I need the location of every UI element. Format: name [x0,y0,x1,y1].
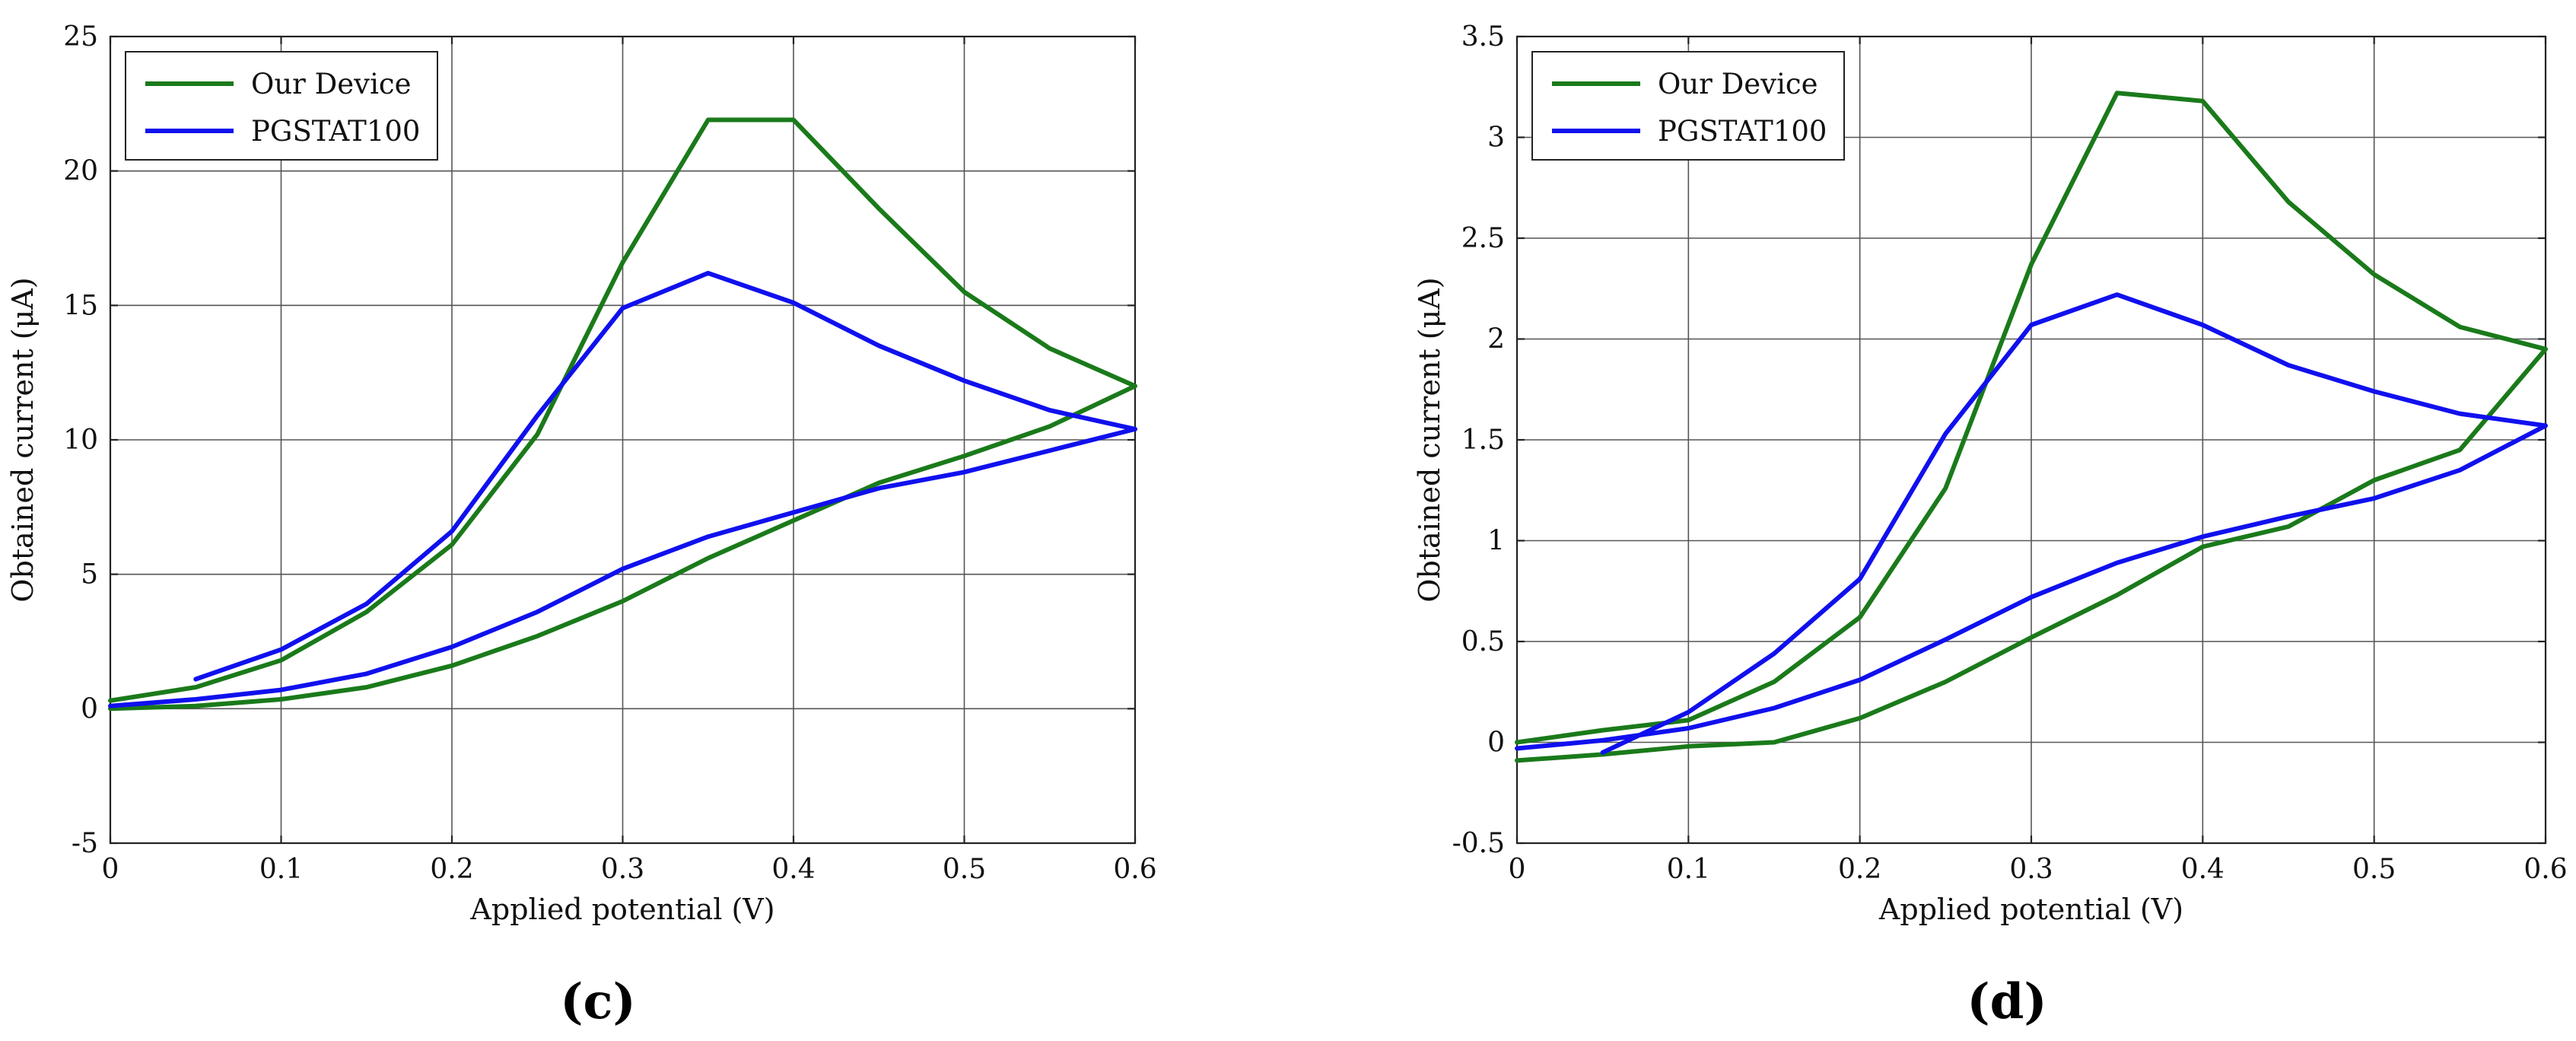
series-line-pgstat100-d [1515,292,2548,755]
series-d [1515,91,2548,763]
legend-label-our-device-c: Our Device [251,68,412,100]
y-tick-label: 0 [81,693,98,724]
grid-c [110,37,1135,843]
x-tick-labels-d: 0 0.1 0.2 0.3 0.4 0.5 0.6 [1509,854,2568,885]
y-tick-label: 3 [1487,123,1505,154]
series-line-pgstat100-c [108,270,1137,708]
panel-caption-c: (c) [560,973,636,1030]
legend-box-c [125,51,438,161]
y-tick-label: 25 [63,21,98,53]
y-tick-label: 0.5 [1461,626,1505,657]
y-tick-label: 3.5 [1461,21,1505,53]
y-tick-label: 0 [1487,727,1505,759]
x-tick-label: 0.4 [2181,854,2225,885]
x-tick-label: 0.1 [259,854,303,885]
legend-label-our-device-d: Our Device [1658,68,1818,100]
x-axis-label-c: Applied potential (V) [469,893,774,926]
x-tick-label: 0.6 [2524,854,2567,885]
x-tick-label: 0 [1509,854,1526,885]
x-tick-label: 0.1 [1667,854,1710,885]
x-tick-label: 0.3 [2009,854,2053,885]
series-c [108,117,1137,712]
x-tick-label: 0.3 [601,854,644,885]
legend-box-d [1531,51,1845,161]
ticks-d [1515,35,2547,845]
y-tick-label: 2 [1487,324,1505,355]
y-tick-label: 1 [1487,526,1505,557]
x-tick-label: 0.4 [771,854,815,885]
x-tick-label: 0.6 [1113,854,1156,885]
legend-label-pgstat100-c: PGSTAT100 [251,115,420,148]
y-tick-labels-c: -5 0 5 10 15 20 25 [63,21,98,859]
legend-c: Our Device PGSTAT100 [125,51,438,161]
grid-d [1517,37,2546,843]
x-tick-label: 0 [102,854,119,885]
y-tick-label: -0.5 [1452,828,1505,859]
y-axis-label-c: Obtained current (μA) [6,277,40,602]
x-tick-label: 0.5 [2352,854,2396,885]
x-tick-label: 0.5 [943,854,986,885]
y-tick-label: 5 [81,559,98,591]
series-line-our-device-d [1515,91,2548,763]
panel-caption-d: (d) [1967,973,2046,1030]
ticks-c [109,35,1137,845]
y-tick-label: 1.5 [1461,425,1505,456]
series-line-our-device-c [108,117,1137,712]
x-tick-labels-c: 0 0.1 0.2 0.3 0.4 0.5 0.6 [102,854,1157,885]
x-tick-label: 0.2 [1838,854,1881,885]
y-tick-label: 10 [63,425,98,456]
x-axis-label-d: Applied potential (V) [1878,893,2183,926]
legend-label-pgstat100-d: PGSTAT100 [1658,115,1827,148]
y-tick-label: -5 [72,828,98,859]
chart-panel-d: 0 0.1 0.2 0.3 0.4 0.5 0.6 -0.500.511.522.533.5… [1413,21,2568,1030]
y-tick-label: 20 [63,156,98,187]
x-tick-label: 0.2 [430,854,473,885]
legend-d: Our Device PGSTAT100 [1531,51,1845,161]
y-tick-labels-d: -0.5 0 0.5 1 1.5 2 2.5 3 3.5 [1452,21,1505,859]
y-axis-label-d: Obtained current (μA) [1413,277,1446,602]
y-tick-label: 15 [63,290,98,321]
y-tick-label: 2.5 [1461,223,1505,254]
